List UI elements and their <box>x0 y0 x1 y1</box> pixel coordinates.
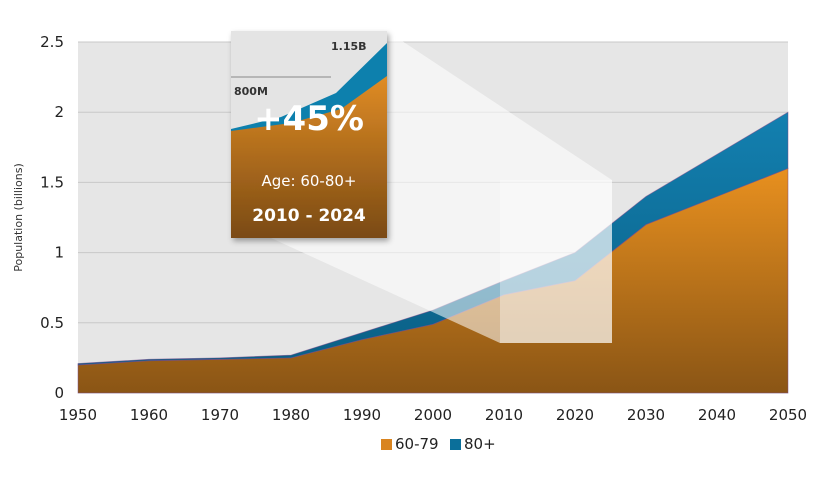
y-tick-label: 2.5 <box>40 33 64 51</box>
y-axis: 0 0.5 1 1.5 2 2.5 <box>40 33 64 402</box>
x-tick-label: 2030 <box>627 406 665 424</box>
callout-subtitle: Age: 60-80+ <box>262 172 357 190</box>
x-tick-label: 1990 <box>343 406 381 424</box>
x-tick-label: 2010 <box>485 406 523 424</box>
y-axis-label: Population (billions) <box>12 163 25 272</box>
area-80- <box>77 111 789 366</box>
legend: 60-79 80+ <box>381 435 496 453</box>
callout-end-label: 1.15B <box>331 40 367 53</box>
legend-label: 80+ <box>464 435 496 453</box>
legend-swatch <box>381 439 392 450</box>
x-tick-label: 2040 <box>698 406 736 424</box>
legend-label: 60-79 <box>395 435 439 453</box>
callout-headline: +45% <box>254 99 364 139</box>
callout-box: 1.15B 800M+45% Age: 60-80+ 2010 - 2024 <box>231 31 387 238</box>
x-axis: 1950 1960 1970 1980 1990 2000 2010 2020 2030 2040… <box>59 406 807 424</box>
x-tick-label: 2020 <box>556 406 594 424</box>
x-tick-label: 1950 <box>59 406 97 424</box>
x-tick-label: 2050 <box>769 406 807 424</box>
callout-area-6079 <box>231 76 387 238</box>
y-tick-label: 0 <box>54 384 64 402</box>
x-tick-label: 1960 <box>130 406 168 424</box>
x-tick-label: 1980 <box>272 406 310 424</box>
callout-start-label: 800M <box>234 85 268 98</box>
x-tick-label: 1970 <box>201 406 239 424</box>
y-tick-label: 2 <box>54 103 64 121</box>
callout-range: 2010 - 2024 <box>252 206 366 226</box>
y-tick-label: 1.5 <box>40 173 64 191</box>
zoom-region <box>500 180 612 343</box>
legend-swatch <box>450 439 461 450</box>
y-tick-label: 0.5 <box>40 314 64 332</box>
y-tick-label: 1 <box>54 244 64 262</box>
x-tick-label: 2000 <box>414 406 452 424</box>
